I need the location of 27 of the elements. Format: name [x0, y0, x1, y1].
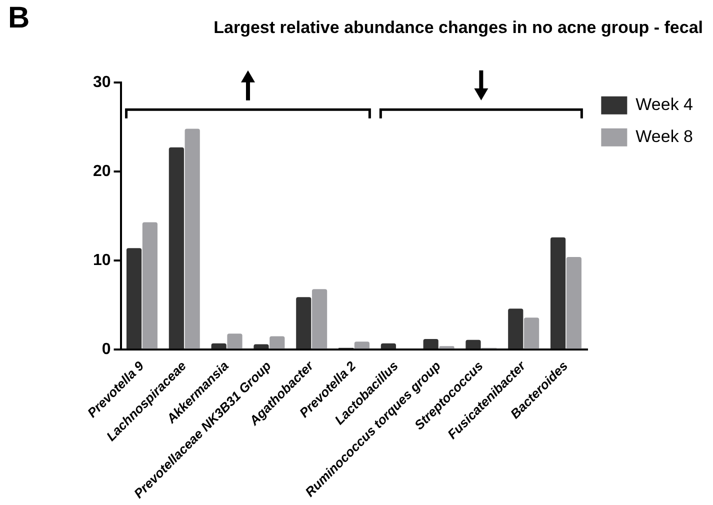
bar	[254, 344, 269, 349]
legend-label: Week 4	[636, 95, 694, 114]
bar	[184, 128, 200, 349]
legend-label: Week 8	[636, 127, 694, 146]
bar	[439, 346, 454, 349]
y-tick-label: 0	[102, 341, 111, 358]
bar	[380, 343, 396, 349]
bar	[296, 297, 312, 349]
bar	[550, 237, 566, 349]
bar	[566, 257, 582, 349]
y-tick-label: 10	[93, 252, 111, 269]
bar	[354, 342, 370, 349]
bar	[312, 289, 328, 349]
y-tick-label: 30	[93, 74, 111, 91]
bar	[270, 336, 285, 349]
bar	[142, 222, 158, 349]
bar	[126, 248, 142, 349]
bar	[227, 334, 242, 349]
bar	[466, 340, 481, 349]
text: B	[8, 1, 30, 34]
bar	[168, 147, 184, 349]
bar	[508, 308, 524, 349]
bar	[211, 343, 226, 349]
bar	[524, 318, 540, 349]
bar	[423, 338, 438, 349]
y-tick-label: 20	[93, 162, 111, 180]
chart-title: Largest relative abundance changes in no acne group - fecal	[214, 18, 703, 37]
